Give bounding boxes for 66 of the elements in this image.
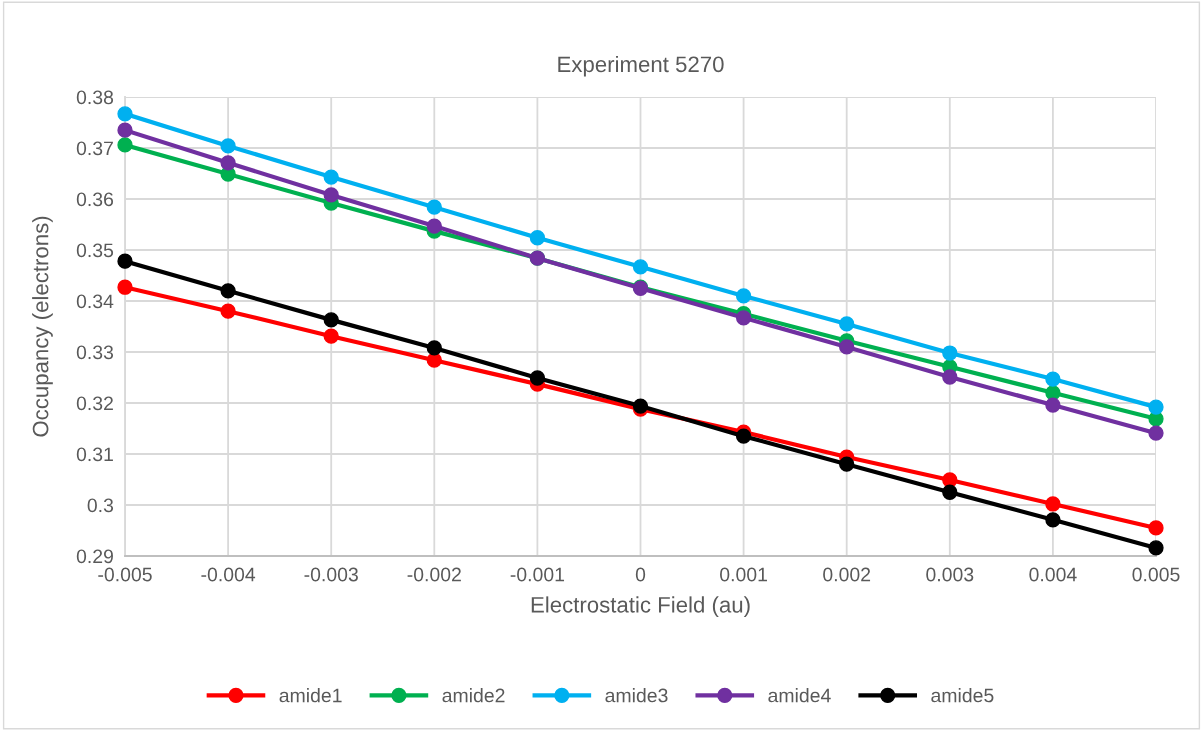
point [942,484,958,500]
point [942,369,958,385]
x-tick-label: 0.005 [1132,567,1180,582]
point [323,328,339,344]
point [1045,397,1061,413]
point [1045,512,1061,528]
legend-label: amide5 [931,688,994,703]
point [839,339,855,355]
point [735,428,752,444]
point [735,310,752,326]
legend-label: amide1 [279,688,342,703]
point [839,316,855,332]
y-tick-label: 0.38 [76,90,114,105]
y-tick-label: 0.29 [76,549,113,564]
point [735,288,752,304]
point [426,218,442,234]
x-tick-label: -0.003 [304,567,358,582]
point [117,122,133,138]
x-axis-title: Electrostatic Field (au) [531,596,750,618]
y-axis-title: Occupancy (electrons) [32,216,53,437]
point [1045,371,1061,387]
point [1148,520,1164,536]
point [1148,540,1164,556]
point [529,230,546,246]
y-tick-label: 0.36 [76,192,114,207]
x-tick-label: -0.005 [98,567,152,582]
x-tick-label: 0 [635,567,646,582]
x-tick-label: 0.001 [720,567,767,582]
point [426,352,442,368]
legend-label: amide2 [442,688,505,703]
point [220,138,236,154]
point [1045,496,1061,512]
point [323,169,339,185]
y-tick-label: 0.35 [76,243,114,258]
y-tick-label: 0.34 [76,294,114,309]
point [220,303,236,319]
y-tick-label: 0.3 [87,498,114,513]
point [117,106,133,122]
legend-label: amide4 [768,688,831,703]
y-tick-label: 0.37 [76,141,113,156]
point [1148,425,1164,441]
point [839,456,855,472]
y-tick-label: 0.33 [76,345,114,360]
x-tick-label: -0.004 [201,567,256,582]
point [1148,399,1164,415]
y-tick-label: 0.32 [76,396,113,411]
y-tick-label: 0.31 [76,447,113,462]
point [426,340,442,356]
point [117,279,133,295]
point [117,253,133,269]
chart-title: Experiment 5270 [558,55,724,77]
x-tick-label: 0.004 [1029,567,1077,582]
point [426,199,442,215]
point [117,137,133,153]
point [323,187,339,203]
x-tick-label: -0.002 [407,567,461,582]
x-tick-label: -0.001 [510,567,565,582]
x-tick-label: 0.002 [823,567,871,582]
point [323,312,339,328]
point [220,155,236,171]
point [632,259,649,275]
legend-label: amide3 [605,688,668,703]
point [220,283,236,299]
point [942,345,958,361]
x-tick-label: 0.003 [926,567,974,582]
point [529,370,546,386]
